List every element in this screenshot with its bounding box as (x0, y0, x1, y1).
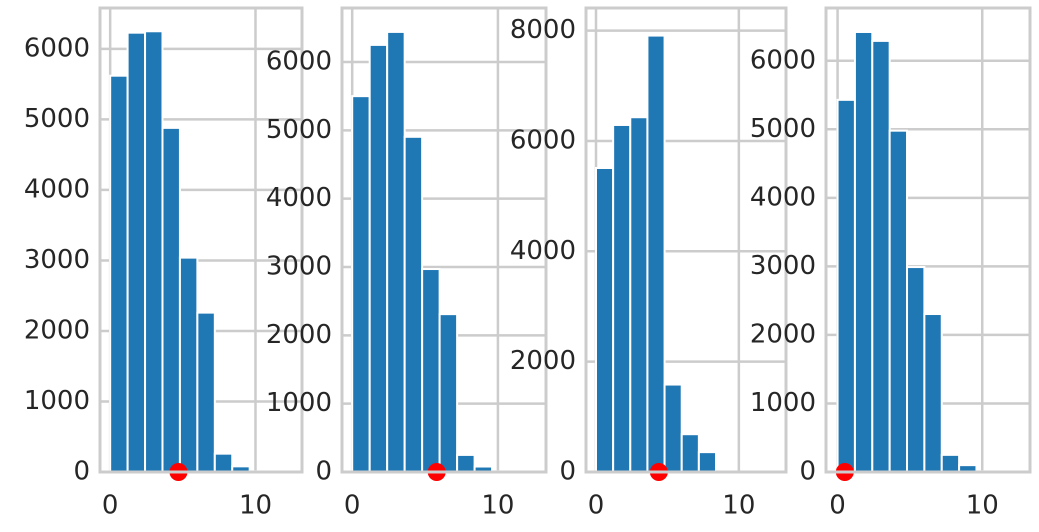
x-tick-label: 10 (239, 491, 272, 521)
y-tick-label: 6000 (266, 46, 332, 76)
y-tick-label: 2000 (510, 346, 576, 376)
histogram-bar (612, 123, 632, 473)
y-tick-label: 1000 (24, 386, 90, 416)
y-tick-label: 1000 (750, 388, 816, 418)
histogram-bar (368, 43, 389, 473)
y-tick-label: 5000 (750, 114, 816, 144)
axes-frame (584, 6, 788, 474)
y-tick-label: 2000 (750, 319, 816, 349)
y-tick-label: 5000 (24, 104, 90, 134)
x-tick-label: 10 (722, 491, 755, 521)
x-tick-label: 0 (344, 491, 361, 521)
x-tick-label: 10 (481, 491, 514, 521)
y-tick-label: 0 (315, 457, 332, 487)
y-tick-label: 6000 (24, 33, 90, 63)
x-tick-label: 0 (588, 491, 605, 521)
y-tick-label: 4000 (750, 182, 816, 212)
axes-frame (340, 6, 548, 474)
histogram-bar (456, 453, 476, 473)
y-tick-label: 4000 (24, 174, 90, 204)
x-tick-label: 10 (966, 491, 999, 521)
histogram-bar (161, 126, 181, 473)
histogram-bar (680, 433, 700, 474)
y-tick-label: 1000 (266, 388, 332, 418)
histogram-bar (888, 129, 909, 473)
histogram-bar (646, 34, 666, 473)
histogram-bar (595, 167, 615, 473)
axes-frame (98, 6, 304, 474)
x-tick-label: 0 (829, 491, 846, 521)
y-tick-label: 3000 (750, 251, 816, 281)
histogram-bar (144, 30, 164, 474)
histogram-bar (403, 135, 424, 473)
histogram-bar (178, 256, 199, 473)
y-tick-label: 5000 (266, 115, 332, 145)
histogram-bar (853, 30, 874, 473)
y-tick-label: 3000 (24, 245, 90, 275)
y-tick-label: 2000 (24, 315, 90, 345)
histogram-bar (386, 30, 406, 474)
y-tick-label: 4000 (266, 183, 332, 213)
histogram-bar (438, 313, 459, 473)
histogram-bar (126, 31, 147, 474)
y-tick-label: 0 (799, 457, 816, 487)
y-tick-label: 6000 (510, 125, 576, 155)
histogram-bar (663, 383, 683, 473)
histogram-bar (940, 453, 961, 473)
histogram-bar (923, 313, 943, 474)
histogram-bar (697, 451, 717, 474)
histogram-bar (906, 266, 926, 474)
y-tick-label: 2000 (266, 320, 332, 350)
histogram-bar (351, 95, 371, 473)
y-tick-label: 6000 (750, 45, 816, 75)
histogram-bar (629, 116, 649, 473)
histogram-bar (109, 74, 129, 473)
y-tick-label: 8000 (510, 15, 576, 45)
x-tick-label: 0 (102, 491, 119, 521)
axes-frame (824, 6, 1032, 474)
y-tick-label: 4000 (510, 236, 576, 266)
histogram-bar (871, 39, 891, 474)
y-tick-label: 3000 (266, 251, 332, 281)
histogram-bar (836, 98, 856, 473)
y-tick-label: 0 (559, 457, 576, 487)
histogram-bar (196, 311, 216, 474)
y-tick-label: 0 (73, 457, 90, 487)
histogram-bar (421, 268, 441, 474)
histogram-bar (213, 452, 234, 473)
